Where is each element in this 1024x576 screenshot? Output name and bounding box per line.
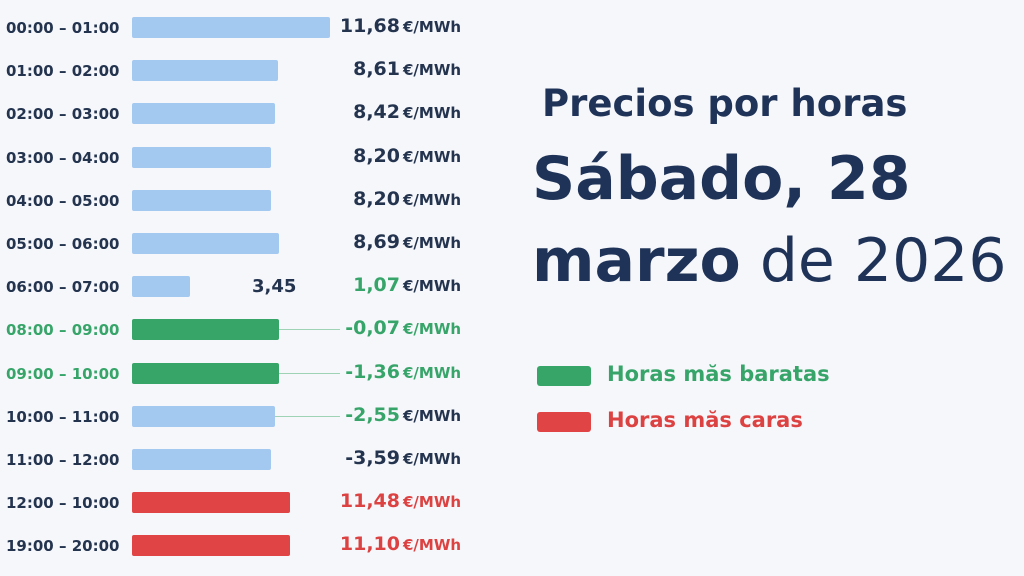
hour-label: 00:00 – 01:00 <box>6 19 120 37</box>
chart-row: 12:00 – 10:00 11,48 €/MWh <box>0 490 480 516</box>
legend-label-cheap: Horas măs baratas <box>607 362 830 386</box>
leader-line <box>275 415 340 417</box>
price-bar <box>132 60 278 82</box>
price-value: 11,68 <box>339 15 400 37</box>
price-value: 8,69 <box>353 231 400 253</box>
chart-row: 09:00 – 10:00 -1,36 €/MWh <box>0 360 480 387</box>
price-unit: €/MWh <box>403 536 462 555</box>
hour-label: 01:00 – 02:00 <box>6 62 120 81</box>
date-line-2: marzo de 2026 <box>532 228 1007 294</box>
chart-row: 04:00 – 05:00 8,20 €/MWh <box>0 187 480 214</box>
price-bar <box>132 535 290 557</box>
hour-label: 11:00 – 12:00 <box>6 451 120 469</box>
price-value: 8,42 <box>353 101 400 124</box>
date-line-1: Sábado, 28 <box>532 144 911 214</box>
hour-label: 04:00 – 05:00 <box>6 191 120 210</box>
price-unit: €/MWh <box>403 61 462 80</box>
chart-row: 05:00 – 06:00 8,69 €/MWh <box>0 231 480 257</box>
price-unit: €/MWh <box>403 277 462 296</box>
price-unit: €/MWh <box>403 104 462 123</box>
price-unit: €/MWh <box>403 18 462 36</box>
price-unit: €/MWh <box>403 406 462 425</box>
hour-label: 09:00 – 10:00 <box>6 364 120 383</box>
price-value: -3,59 <box>345 447 400 469</box>
chart-row: 10:00 – 11:00 -2,55 €/MWh <box>0 403 480 430</box>
price-unit: €/MWh <box>403 450 462 468</box>
leader-line <box>279 372 340 374</box>
price-unit: €/MWh <box>403 190 462 209</box>
chart-row: 02:00 – 03:00 8,42 €/MWh <box>0 101 480 127</box>
price-bar <box>132 146 271 168</box>
price-bar <box>132 233 279 254</box>
price-bar <box>132 189 271 211</box>
hour-label: 19:00 – 20:00 <box>6 537 120 556</box>
chart-row: 00:00 – 01:00 11,68 €/MWh <box>0 15 480 41</box>
price-bar <box>132 492 290 514</box>
chart-row: 11:00 – 12:00 -3,59 €/MWh <box>0 447 480 473</box>
hour-label: 02:00 – 03:00 <box>6 105 120 124</box>
price-unit: €/MWh <box>403 320 462 339</box>
date-year: de 2026 <box>759 226 1007 296</box>
page-title: Precios por horas <box>542 82 908 125</box>
price-bar <box>132 103 275 125</box>
price-unit: €/MWh <box>403 493 462 512</box>
price-unit: €/MWh <box>403 147 462 166</box>
price-value: 11,48 <box>339 490 400 513</box>
price-unit: €/MWh <box>403 363 462 382</box>
price-value: 8,61 <box>353 58 400 81</box>
date-month: marzo <box>532 226 741 296</box>
price-bar <box>132 449 271 470</box>
hour-label: 06:00 – 07:00 <box>6 278 120 297</box>
price-bar <box>132 276 190 298</box>
price-value: -1,36 <box>345 360 400 383</box>
hour-label: 10:00 – 11:00 <box>6 407 120 426</box>
price-value: 8,20 <box>353 144 400 167</box>
legend-swatch-expensive <box>537 412 591 432</box>
hour-label: 05:00 – 06:00 <box>6 235 120 253</box>
price-value: 1,07 <box>353 274 400 297</box>
price-bar <box>132 362 279 384</box>
price-value: -0,07 <box>345 317 400 340</box>
leader-line <box>279 329 340 331</box>
chart-row: 19:00 – 20:00 11,10 €/MWh <box>0 533 480 559</box>
hour-label: 03:00 – 04:00 <box>6 148 120 167</box>
chart-row: 03:00 – 04:00 8,20 €/MWh <box>0 144 480 171</box>
price-bar <box>132 17 330 38</box>
legend-label-expensive: Horas măs caras <box>607 408 803 432</box>
bar-extra-label: 3,45 <box>252 276 297 298</box>
price-value: 11,10 <box>339 533 400 556</box>
chart-row: 06:00 – 07:00 3,45 1,07 €/MWh <box>0 274 480 300</box>
chart-row: 08:00 – 09:00 -0,07 €/MWh <box>0 317 480 343</box>
price-bar <box>132 405 275 427</box>
price-value: -2,55 <box>345 403 400 426</box>
price-unit: €/MWh <box>403 234 462 252</box>
price-value: 8,20 <box>353 187 400 210</box>
chart-row: 01:00 – 02:00 8,61 €/MWh <box>0 58 480 84</box>
price-bar <box>132 319 279 341</box>
legend-swatch-cheap <box>537 366 591 386</box>
hour-label: 12:00 – 10:00 <box>6 494 120 513</box>
hour-label: 08:00 – 09:00 <box>6 321 120 340</box>
